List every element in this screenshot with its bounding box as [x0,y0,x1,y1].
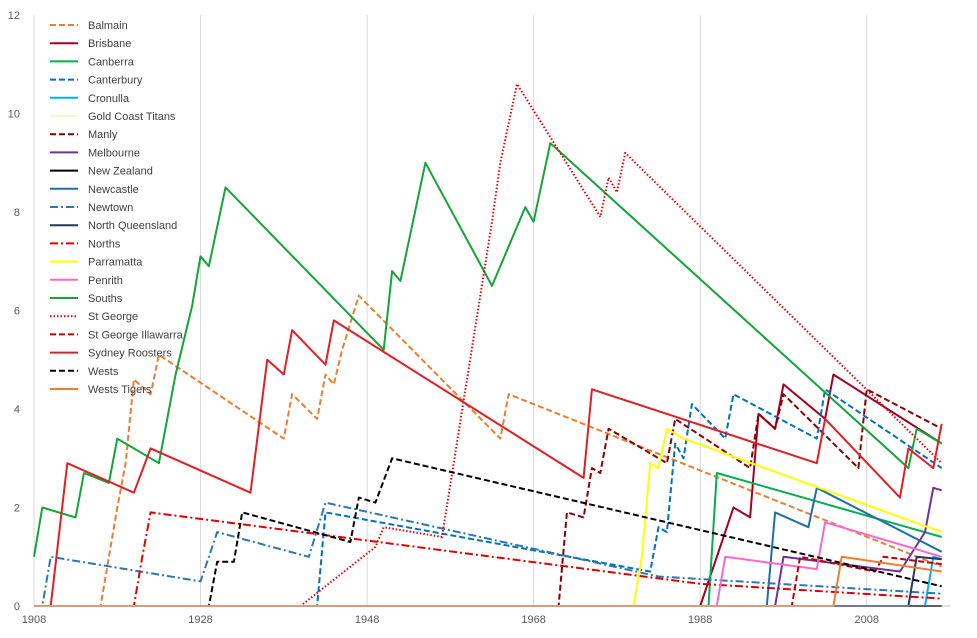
x-tick-label: 2008 [854,614,878,626]
series-line-st-george-illawarra [34,555,942,607]
series-line-canterbury [34,388,943,607]
y-tick-label: 10 [8,109,20,121]
gridlines [33,15,868,606]
series-line-wests [34,457,942,607]
y-tick-label: 2 [14,503,20,515]
y-tick-label: 6 [14,306,20,318]
legend-label-melbourne: Melbourne [88,147,140,159]
legend-label-sydney-roosters: Sydney Roosters [88,348,172,360]
series-line-manly [34,388,943,607]
x-tick-label: 1948 [355,614,379,626]
series-line-north-queensland [34,555,942,607]
series-line-newtown [34,501,942,607]
legend-label-st-george-illawarra: St George Illawarra [88,329,184,341]
y-tick-label: 12 [8,10,20,22]
legend-label-canterbury: Canterbury [88,75,143,87]
series-line-st-george [34,83,943,607]
y-tick-label: 4 [14,404,20,416]
series-line-wests-tigers [34,555,942,607]
legend-label-brisbane: Brisbane [88,38,131,50]
x-tick-label: 1908 [22,614,46,626]
series-line-cronulla [34,555,942,607]
series-line-melbourne [34,486,942,607]
legend-label-st-george: St George [88,311,138,323]
legend-label-newtown: Newtown [88,202,133,214]
series-line-newcastle [34,486,943,607]
series-layer [33,83,943,607]
legend-label-new-zealand: New Zealand [88,166,153,178]
series-line-balmain [34,294,943,607]
legend-label-norths: Norths [88,238,121,250]
series-line-parramatta [34,427,943,607]
legend-label-canberra: Canberra [88,56,135,68]
series-line-penrith [34,521,942,607]
x-tick-label: 1968 [521,614,545,626]
legend-label-balmain: Balmain [88,20,128,32]
x-tick-label: 1988 [688,614,712,626]
series-line-souths [33,142,943,557]
x-tick-label: 1928 [188,614,212,626]
legend-label-manly: Manly [88,129,118,141]
series-line-brisbane [34,373,943,607]
legend-label-parramatta: Parramatta [88,257,143,269]
legend-label-cronulla: Cronulla [88,93,130,105]
axes: 1908 1928 1948 1968 1988 2008 0 2 4 6 8 10 12 [8,10,950,626]
legend-label-north-queensland: North Queensland [88,220,177,232]
legend-label-wests: Wests [88,366,119,378]
legend-label-penrith: Penrith [88,275,123,287]
series-line-sydney-roosters [34,319,943,607]
y-tick-label: 0 [14,601,20,613]
legend-label-souths: Souths [88,293,123,305]
legend-label-newcastle: Newcastle [88,184,139,196]
legend-label-wests-tigers: Wests Tigers [88,384,152,396]
legend-label-gold-coast-titans: Gold Coast Titans [88,111,176,123]
y-tick-label: 8 [14,207,20,219]
legend: Balmain Brisbane Canberra Canterbury Cronull… [50,20,184,396]
